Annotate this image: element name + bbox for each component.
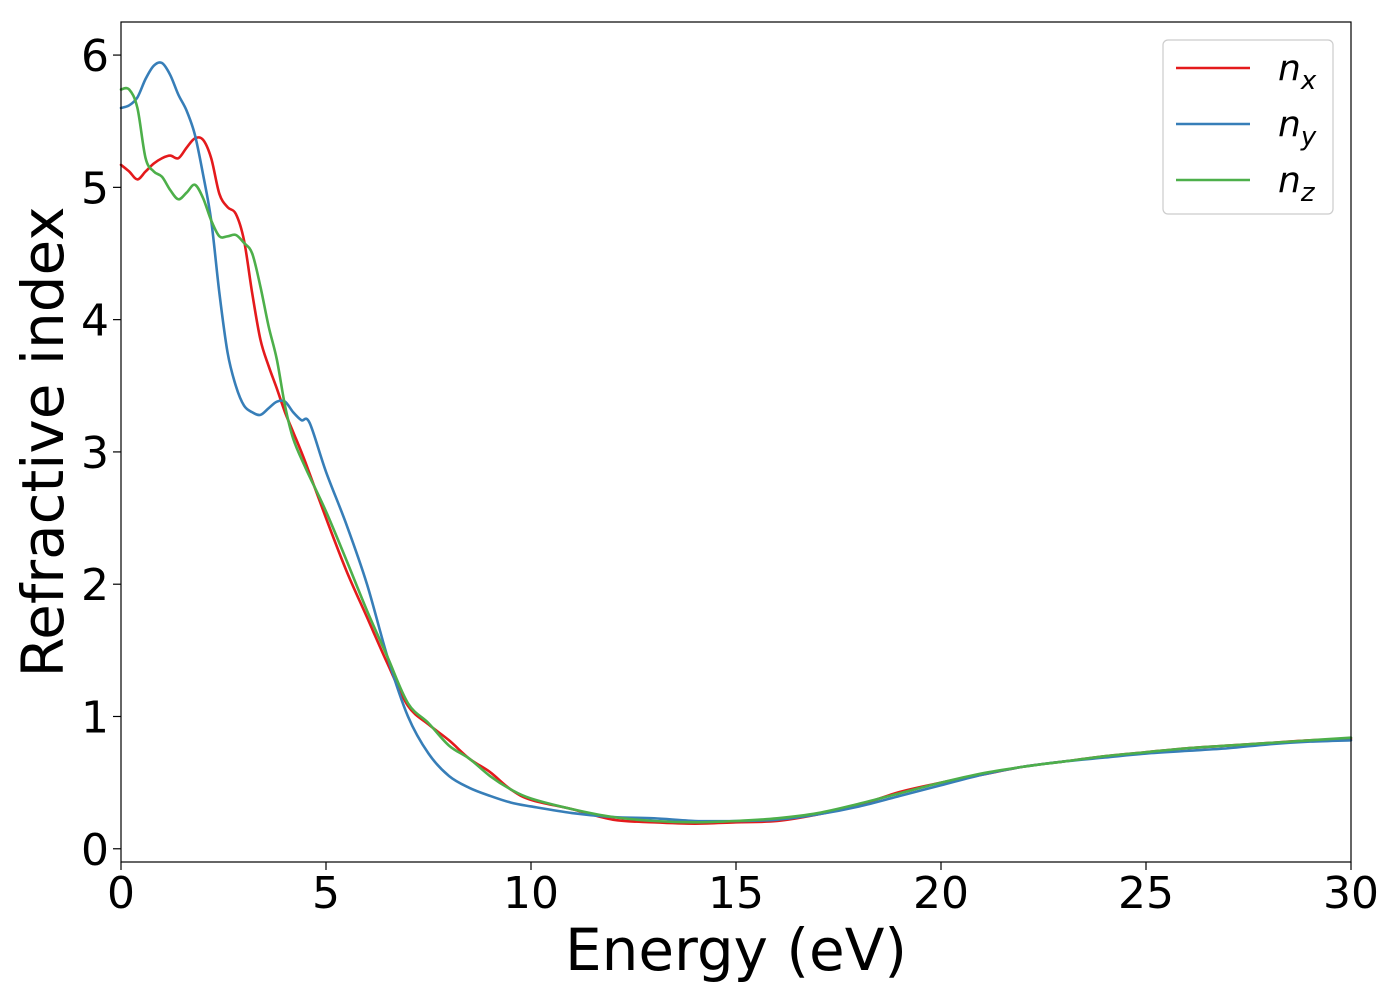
x-tick-label: 5 <box>312 868 340 919</box>
y-tick-label: 0 <box>81 825 109 876</box>
x-tick-label: 30 <box>1323 868 1379 919</box>
legend-box <box>1162 39 1334 215</box>
y-axis-label: Refractive index <box>9 206 77 677</box>
x-axis-label: Energy (eV) <box>565 916 907 984</box>
y-tick-label: 5 <box>81 163 109 214</box>
x-tick-label: 15 <box>708 868 764 919</box>
x-tick-label: 20 <box>913 868 969 919</box>
legend-label-main: n <box>1278 48 1301 89</box>
y-axis: 0 1 2 3 4 5 6 <box>81 31 121 876</box>
plot-area <box>121 22 1351 862</box>
x-axis: 0 5 10 15 20 25 30 <box>107 862 1379 919</box>
legend-label-nx: nx <box>1278 48 1317 96</box>
x-tick-label: 10 <box>503 868 559 919</box>
y-tick-label: 6 <box>81 31 109 82</box>
series-line-nz <box>119 86 1353 824</box>
y-tick-label: 3 <box>81 428 109 479</box>
legend-label-ny: ny <box>1278 104 1317 152</box>
y-tick-label: 4 <box>81 296 109 347</box>
legend-label-subscript: y <box>1300 122 1317 152</box>
legend-label-main: n <box>1278 104 1301 145</box>
x-tick-label: 25 <box>1118 868 1174 919</box>
legend-label-main: n <box>1278 160 1301 201</box>
legend-label-subscript: x <box>1300 66 1317 96</box>
x-tick-label: 0 <box>107 868 135 919</box>
series-layer <box>119 61 1353 825</box>
y-tick-label: 2 <box>81 560 109 611</box>
legend-label-subscript: z <box>1300 178 1316 208</box>
legend-label-nz: nz <box>1278 160 1316 208</box>
y-tick-label: 1 <box>81 692 109 743</box>
